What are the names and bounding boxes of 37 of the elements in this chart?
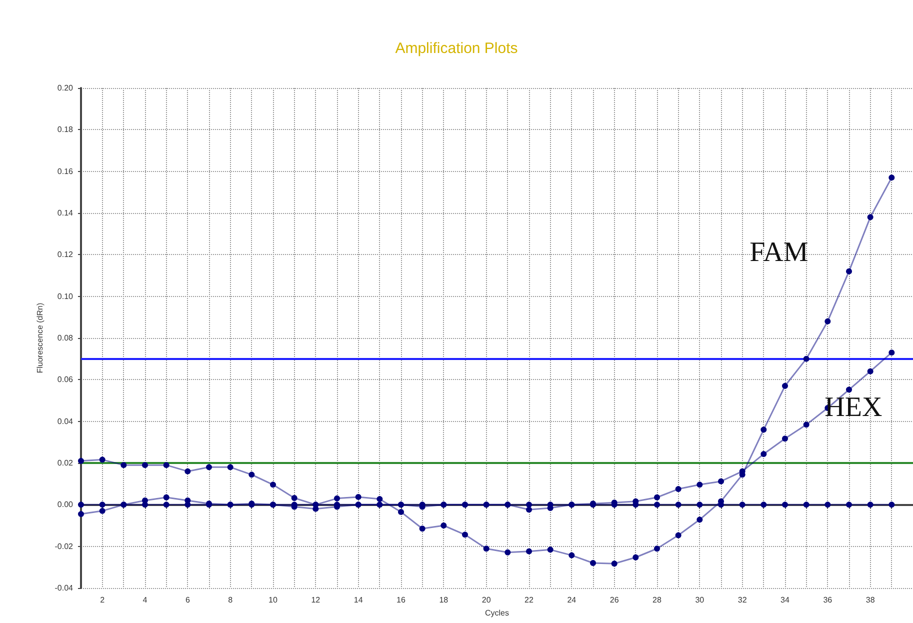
- series-label: FAM: [750, 237, 808, 268]
- x-tick-label: 26: [610, 596, 620, 604]
- x-tick-label: 22: [524, 596, 534, 604]
- x-tick-label: 8: [228, 596, 234, 604]
- x-tick-label: 38: [866, 596, 876, 604]
- y-tick-label: 0.16: [57, 166, 74, 176]
- x-tick-label: 28: [652, 596, 662, 604]
- x-tick-label: 20: [482, 596, 492, 604]
- x-tick-label: 18: [439, 596, 449, 604]
- x-tick-label: 12: [311, 596, 321, 604]
- y-tick-label: 0.12: [57, 250, 74, 260]
- chart-title: Amplification Plots: [395, 40, 518, 57]
- x-tick-label: 36: [823, 596, 833, 604]
- y-tick-label: 0.00: [57, 500, 74, 510]
- x-tick-label: 16: [396, 596, 406, 604]
- x-tick-label: 24: [567, 596, 577, 604]
- x-tick-label: 34: [780, 596, 790, 604]
- y-tick-label: 0.18: [57, 125, 74, 134]
- y-tick-label: 0.14: [57, 208, 74, 218]
- y-tick-label: 0.04: [57, 416, 74, 426]
- y-tick-label: -0.02: [54, 542, 74, 551]
- y-tick-label: -0.04: [54, 584, 74, 592]
- y-tick-label: 0.08: [57, 334, 74, 342]
- x-axis-title: Cycles: [484, 608, 510, 618]
- y-tick-label: 0.02: [57, 458, 74, 468]
- y-tick-label: 0.06: [57, 375, 74, 384]
- y-tick-label: 0.10: [57, 292, 74, 301]
- x-tick-label: 32: [738, 596, 748, 604]
- x-tick-label: 10: [268, 596, 278, 604]
- x-tick-label: 30: [695, 596, 705, 604]
- y-axis-title: Fluorescence (dRn): [35, 302, 44, 374]
- series-label: HEX: [824, 392, 882, 424]
- x-tick-label: 14: [354, 596, 364, 604]
- x-tick-label: 6: [185, 596, 190, 604]
- y-tick-label: 0.20: [57, 84, 74, 92]
- x-tick-label: 2: [100, 596, 106, 604]
- x-tick-label: 4: [142, 596, 148, 604]
